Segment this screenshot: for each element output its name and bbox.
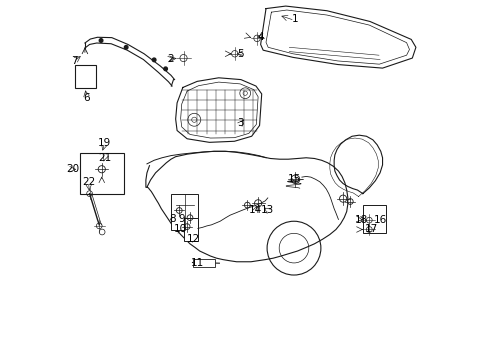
Text: 11: 11 (191, 258, 204, 268)
Polygon shape (85, 37, 174, 86)
Text: 7: 7 (71, 56, 77, 66)
Text: 12: 12 (186, 234, 200, 244)
Polygon shape (333, 135, 382, 194)
Bar (183, 218, 198, 241)
Bar (362, 205, 386, 233)
Text: 16: 16 (373, 215, 386, 225)
Text: 13: 13 (261, 206, 274, 216)
Text: 2: 2 (167, 54, 174, 64)
Text: 22: 22 (81, 177, 95, 187)
Bar (171, 194, 198, 230)
Polygon shape (175, 78, 261, 142)
Bar (80, 153, 124, 194)
Text: 5: 5 (237, 49, 244, 59)
Text: 6: 6 (83, 93, 90, 103)
Circle shape (152, 58, 156, 62)
Bar (75, 65, 96, 88)
Text: 3: 3 (237, 118, 244, 128)
Text: 14: 14 (248, 206, 262, 216)
Circle shape (124, 45, 128, 49)
Polygon shape (147, 151, 347, 262)
Text: 21: 21 (98, 153, 111, 163)
Circle shape (99, 39, 102, 42)
Polygon shape (260, 6, 415, 68)
Text: 20: 20 (66, 164, 79, 174)
Text: 19: 19 (98, 139, 111, 148)
Circle shape (163, 67, 167, 71)
Bar (192, 259, 215, 267)
Text: 10: 10 (173, 225, 186, 234)
Text: 18: 18 (354, 215, 367, 225)
Text: 4: 4 (257, 32, 264, 41)
Text: 17: 17 (365, 225, 378, 234)
Text: 9: 9 (178, 215, 184, 224)
Text: 15: 15 (287, 174, 301, 184)
Text: 1: 1 (291, 14, 297, 24)
Text: 8: 8 (169, 215, 176, 224)
